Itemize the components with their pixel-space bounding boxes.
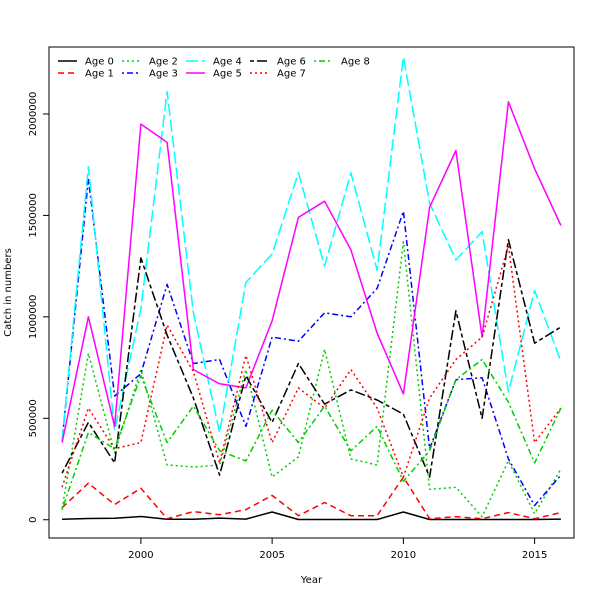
series-line-age-8: [61, 358, 562, 510]
x-tick-label: 2015: [522, 550, 547, 561]
series-layer: [61, 56, 562, 521]
series-line-age-2: [61, 241, 562, 518]
x-axis: 2000 2005 2010 2015: [128, 537, 547, 561]
legend-label: Age 7: [277, 69, 306, 80]
legend-label: Age 3: [149, 69, 178, 80]
legend-label: Age 6: [277, 57, 306, 68]
x-axis-title: Year: [300, 575, 323, 586]
legend-label: Age 5: [213, 69, 242, 80]
y-tick-label: 500000: [28, 399, 39, 437]
legend-label: Age 4: [213, 57, 242, 68]
x-tick-label: 2000: [128, 550, 153, 561]
legend-label: Age 8: [341, 57, 370, 68]
y-tick-label: 1500000: [28, 193, 39, 238]
legend-label: Age 2: [149, 57, 178, 68]
y-tick-label: 2000000: [28, 92, 39, 137]
series-line-age-6: [61, 238, 562, 478]
legend-label: Age 0: [85, 57, 114, 68]
legend-label: Age 1: [85, 69, 114, 80]
series-line-age-1: [61, 476, 562, 520]
y-tick-label: 1000000: [28, 295, 39, 340]
series-line-age-3: [61, 178, 562, 507]
series-line-age-0: [62, 511, 561, 521]
y-axis-title: Catch in numbers: [3, 248, 14, 337]
y-tick-label: 0: [28, 517, 39, 523]
x-tick-label: 2005: [259, 550, 284, 561]
series-line-age-5: [61, 101, 562, 443]
series-line-age-7: [61, 245, 562, 488]
series-line-age-4: [61, 56, 562, 441]
x-tick-label: 2010: [391, 550, 416, 561]
y-axis: 0 500000 1000000 1500000 2000000: [28, 92, 50, 523]
